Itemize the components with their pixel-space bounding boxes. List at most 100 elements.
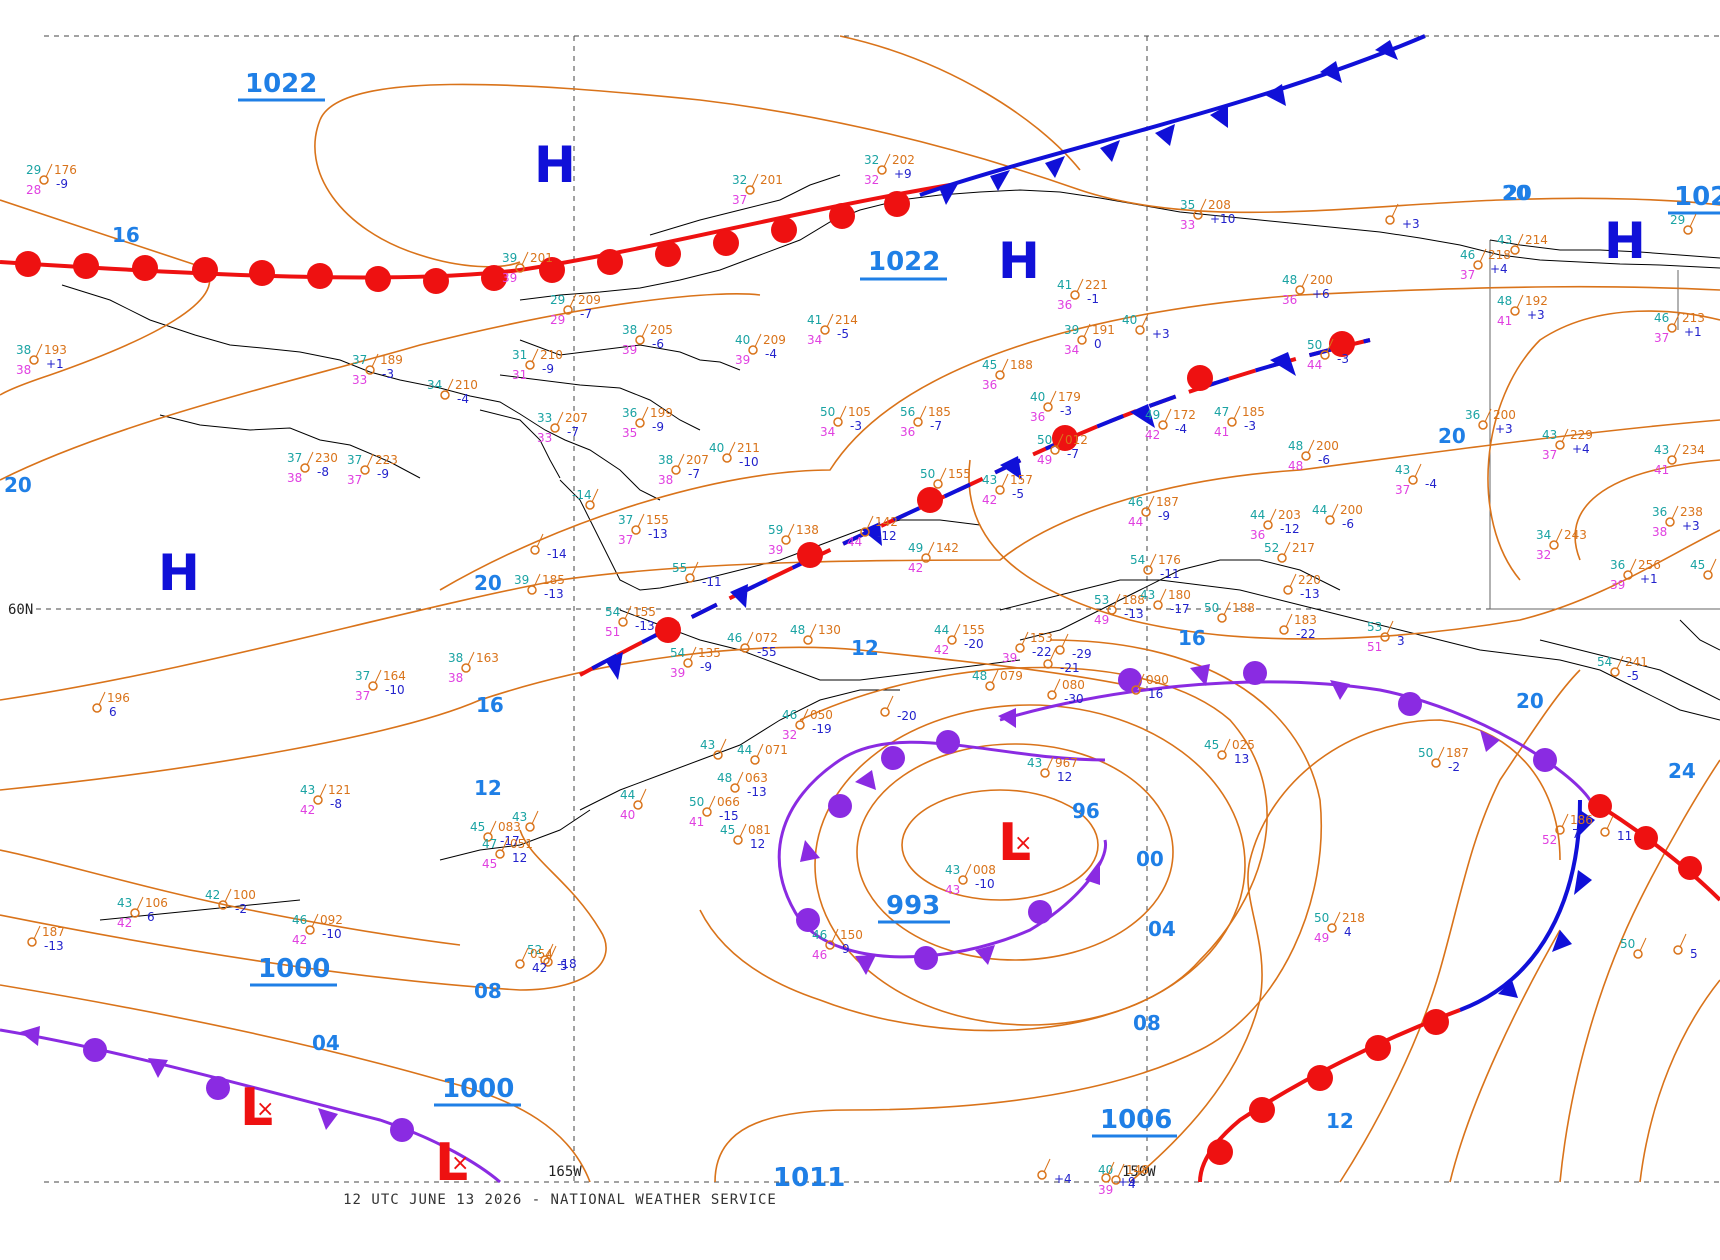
- station-temp: 40: [1098, 1163, 1113, 1177]
- station-tendency: -7: [688, 467, 700, 481]
- station-temp: 48: [972, 669, 987, 683]
- station-circle: [1143, 565, 1153, 575]
- station-plot: 36 199 35 -9: [622, 406, 673, 440]
- station-pressure: 081: [748, 823, 771, 837]
- station-circle: [27, 937, 37, 947]
- station-dewpoint: 29: [550, 313, 565, 327]
- wind-barb: [1137, 673, 1145, 688]
- station-dewpoint: 37: [1460, 268, 1475, 282]
- station-dewpoint: 38: [448, 671, 463, 685]
- station-temp: 36: [1652, 505, 1667, 519]
- isobar-1000-ring: [856, 743, 1174, 961]
- station-temp: 44: [1250, 508, 1265, 522]
- station-tendency: -1: [1087, 292, 1099, 306]
- station-temp: 43: [117, 896, 132, 910]
- station-temp: 43: [945, 863, 960, 877]
- station-plot: 43 214: [1497, 233, 1548, 255]
- station-pressure: 121: [328, 783, 351, 797]
- station-temp: 52: [1264, 541, 1279, 555]
- station-circle: [1193, 210, 1203, 220]
- station-plot: 53 51 3: [1367, 620, 1405, 654]
- station-temp: 43: [1542, 428, 1557, 442]
- station-plot: 29: [1670, 213, 1697, 235]
- wind-barb: [1141, 313, 1149, 328]
- station-plot: 41 214 34 -5: [807, 313, 858, 347]
- station-pressure: 188: [1232, 601, 1255, 615]
- station-plot: 38 207 38 -7: [658, 453, 709, 487]
- station-temp: 50: [1204, 601, 1219, 615]
- cold-front-teeth-north: [940, 40, 1398, 205]
- svg-text:L: L: [998, 813, 1031, 873]
- station-pressure: 092: [320, 913, 343, 927]
- station-pressure: 155: [633, 605, 656, 619]
- wind-barb: [964, 863, 972, 878]
- station-tendency: -13: [648, 527, 668, 541]
- station-pressure: 214: [835, 313, 858, 327]
- wind-barb: [809, 623, 817, 638]
- station-temp: 48: [717, 771, 732, 785]
- station-pressure: 083: [498, 820, 521, 834]
- station-plot: 54 135 39 -9: [670, 646, 721, 680]
- wind-barb: [33, 925, 41, 940]
- station-dewpoint: 36: [1030, 410, 1045, 424]
- station-plot: 187-13: [27, 925, 65, 953]
- station-circle: [1050, 445, 1060, 455]
- station-tendency: +1: [1684, 325, 1702, 339]
- station-pressure: 202: [892, 153, 915, 167]
- station-dewpoint: 42: [982, 493, 997, 507]
- station-pressure: 208: [1208, 198, 1231, 212]
- station-temp: 49: [908, 541, 923, 555]
- station-plot: 45: [1690, 558, 1717, 580]
- station-circle: [633, 800, 643, 810]
- lon-label-150w: 150W: [1122, 1164, 1156, 1180]
- station-temp: 37: [347, 453, 362, 467]
- station-pressure: 106: [145, 896, 168, 910]
- station-pressure: 138: [796, 523, 819, 537]
- station-pressure: 193: [44, 343, 67, 357]
- station-tendency: 3: [1397, 634, 1405, 648]
- station-pressure: 079: [1000, 669, 1023, 683]
- wind-barb: [1333, 911, 1341, 926]
- station-circle: [781, 535, 791, 545]
- svg-text:12: 12: [474, 776, 502, 800]
- wind-barb: [919, 405, 927, 420]
- station-plot: 38 163 38: [448, 651, 499, 685]
- station-plot: 38 193 38 +1: [16, 343, 67, 377]
- wind-barb: [1673, 443, 1681, 458]
- isobar-1020-a: [0, 293, 761, 481]
- station-temp: 40: [709, 441, 724, 455]
- wind-barb: [1289, 573, 1297, 588]
- station-temp: 48: [1282, 273, 1297, 287]
- svg-text:16: 16: [1178, 626, 1206, 650]
- station-circle: [130, 908, 140, 918]
- station-circle: [495, 849, 505, 859]
- svg-text:08: 08: [1133, 1011, 1161, 1035]
- station-circle: [860, 527, 870, 537]
- station-pressure: 210: [540, 348, 563, 362]
- station-plot: 46 213 37 +1: [1654, 311, 1705, 345]
- wind-barb: [751, 173, 759, 188]
- station-plot: 31 210 31 -9: [512, 348, 563, 382]
- station-plot: 48 200 48 -6: [1288, 439, 1339, 473]
- station-temp: 47: [482, 837, 497, 851]
- wind-barb: [1679, 933, 1687, 948]
- station-temp: 50: [1037, 433, 1052, 447]
- station-tendency: 6: [147, 910, 155, 924]
- station-dewpoint: 36: [1282, 293, 1297, 307]
- svg-text:16: 16: [476, 693, 504, 717]
- station-pressure: 185: [928, 405, 951, 419]
- station-tendency: +3: [1152, 327, 1170, 341]
- station-plot: 33 207 33 -7: [537, 411, 588, 445]
- station-circle: [1431, 758, 1441, 768]
- svg-text:20: 20: [1504, 181, 1532, 205]
- isobar-1016-b: [968, 459, 1720, 640]
- station-pressure: 203: [1278, 508, 1301, 522]
- station-pressure: 243: [1564, 528, 1587, 542]
- stationary-front-bumps: [655, 331, 1355, 643]
- station-circle: [1623, 570, 1633, 580]
- pressure-label: 1022: [1674, 182, 1720, 212]
- station-circle: [820, 325, 830, 335]
- station-temp: 40: [1030, 390, 1045, 404]
- wind-barb: [1391, 203, 1399, 218]
- station-tendency: -5: [1627, 669, 1639, 683]
